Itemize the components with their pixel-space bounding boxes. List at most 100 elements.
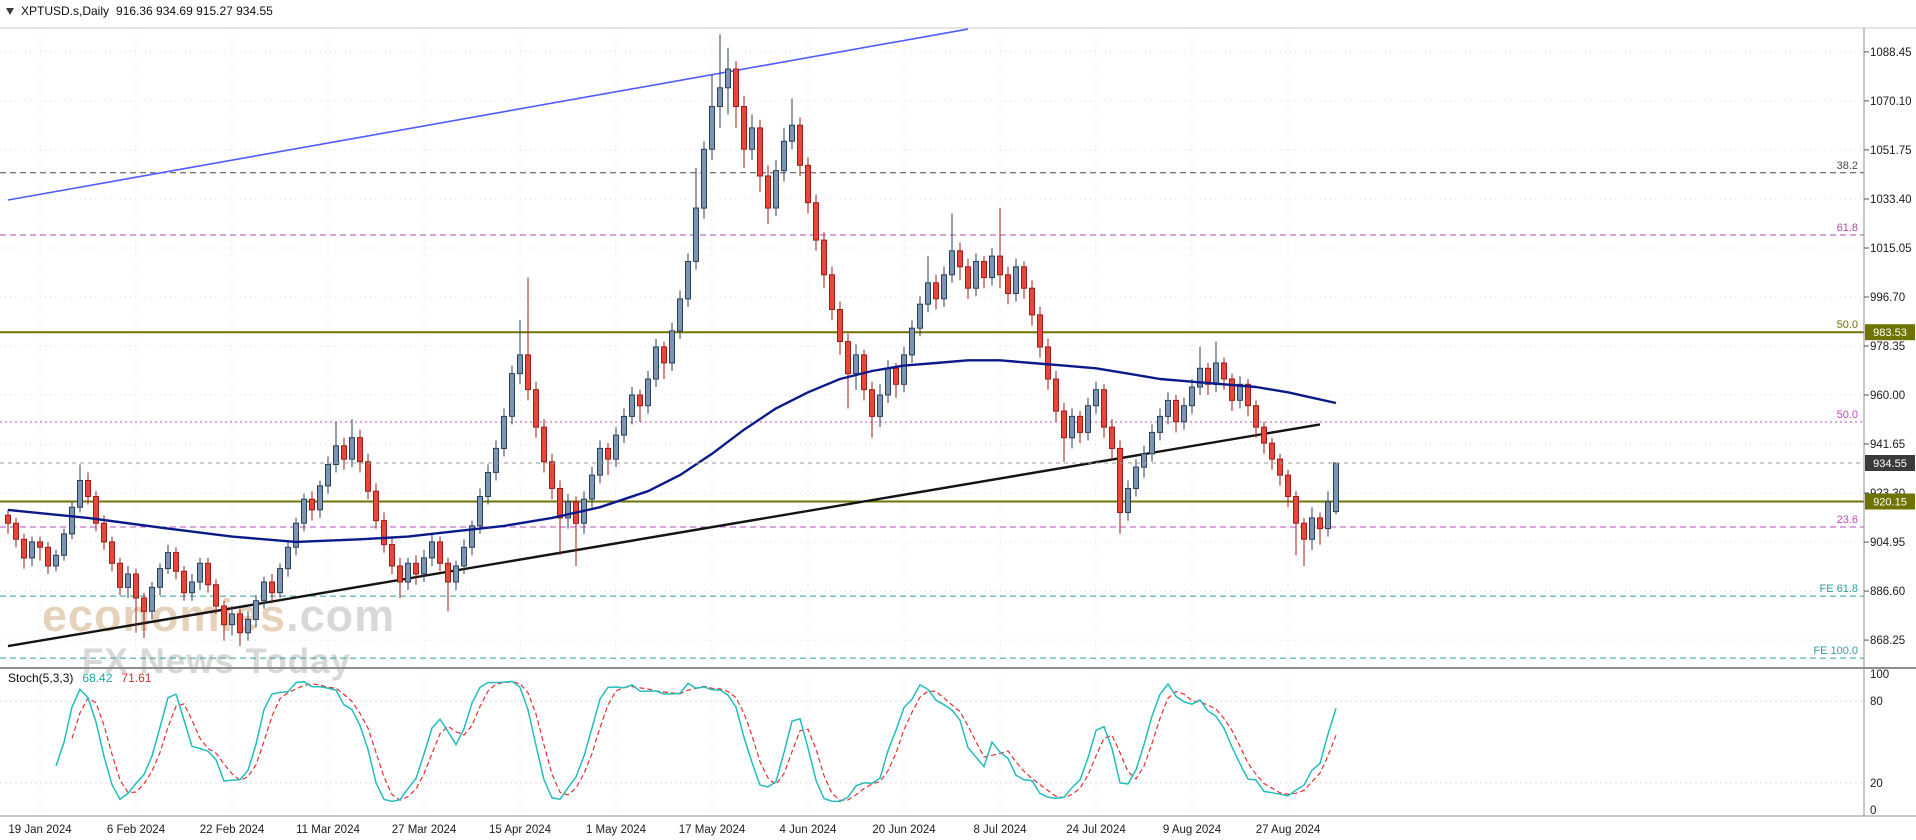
stoch-main-line (55, 680, 1337, 803)
price-tick-label: 1033.40 (1870, 194, 1912, 206)
candle-down (1221, 362, 1227, 380)
candle-up (1141, 453, 1147, 468)
candle-down (117, 562, 123, 588)
candle-up (509, 373, 515, 417)
level-price-badge (1865, 324, 1915, 341)
symbol-period-label: XPTUSD.s,Daily (21, 4, 110, 18)
candle-up (781, 140, 787, 172)
candle-down (981, 261, 987, 278)
price-tick-label: 996.70 (1870, 292, 1905, 304)
candle-up (197, 562, 203, 583)
candle-down (133, 573, 139, 599)
candle-down (893, 367, 899, 385)
price-tick-label: 978.35 (1870, 341, 1905, 353)
candle-up (877, 394, 883, 417)
candle-down (1045, 346, 1051, 380)
date-tick-label: 8 Jul 2024 (973, 824, 1027, 836)
candle-down (661, 346, 667, 364)
fib-level-label: 23.6 (1837, 514, 1858, 526)
candle-up (629, 394, 635, 417)
candle-up (709, 106, 715, 150)
trendline-support[interactable] (7, 423, 1321, 648)
ma-line[interactable] (7, 359, 1337, 544)
candle-up (1237, 383, 1243, 401)
date-tick-label: 17 May 2024 (679, 824, 746, 836)
moving-average (7, 359, 1337, 544)
candle-up (677, 298, 683, 332)
candle-up (613, 434, 619, 460)
candle-up (461, 546, 467, 567)
candle-down (933, 282, 939, 300)
candle-down (37, 541, 43, 548)
stoch-tick-label: 100 (1870, 669, 1889, 681)
ohlc-values: 916.36 934.69 915.27 934.55 (116, 4, 273, 18)
candle-up (1149, 431, 1155, 455)
stoch-tick-label: 0 (1870, 805, 1876, 817)
fib-level-label: 50.0 (1837, 409, 1858, 421)
candle-down (445, 562, 451, 583)
candle-up (1133, 466, 1139, 490)
date-tick-label: 22 Feb 2024 (200, 824, 265, 836)
candle-up (421, 557, 427, 575)
time-axis: 19 Jan 2024 6 Feb 2024 22 Feb 2024 11 Mar 2… (8, 824, 1321, 836)
grid (0, 27, 1916, 814)
candle-down (1117, 447, 1123, 513)
price-tick-label: 941.65 (1870, 439, 1905, 451)
candle-down (141, 597, 147, 612)
price-tick-label: 904.95 (1870, 537, 1905, 549)
candle-down (805, 164, 811, 204)
candle-down (413, 562, 419, 575)
candle-up (853, 354, 859, 375)
fib-level-label: FE 100.0 (1813, 645, 1858, 657)
candle-down (173, 552, 179, 572)
date-tick-label: 9 Aug 2024 (1163, 824, 1222, 836)
candle-down (1285, 474, 1291, 498)
candle-up (773, 170, 779, 209)
current-price-badge-label: 934.55 (1873, 458, 1907, 470)
candle-up (1181, 405, 1187, 423)
candle-up (61, 533, 67, 556)
watermark-brand-tld: .com (286, 590, 396, 641)
candle-down (365, 461, 371, 492)
level-price-badge (1865, 493, 1915, 510)
candle-up (1325, 501, 1331, 530)
fib-level-label: 38.2 (1837, 160, 1858, 172)
candle-down (1269, 442, 1275, 460)
candle-down (869, 389, 875, 417)
candle-up (325, 464, 331, 487)
candle-down (1173, 399, 1179, 423)
candle-down (765, 175, 771, 209)
chart-title: XPTUSD.s,Daily 916.36 934.69 915.27 934.… (6, 4, 273, 18)
price-tick-label: 1070.10 (1870, 96, 1912, 108)
candle-up (77, 480, 83, 508)
price-tick-label: 886.60 (1870, 586, 1905, 598)
candle-up (157, 568, 163, 588)
candle-down (381, 520, 387, 546)
candle-up (941, 274, 947, 300)
candle-down (437, 541, 443, 564)
candle-up (749, 127, 755, 150)
candle-up (909, 327, 915, 356)
candles (5, 34, 1339, 647)
candle-down (957, 250, 963, 268)
trendline-resistance[interactable] (7, 28, 969, 201)
current-price-badge (1865, 455, 1915, 471)
trendlines (7, 28, 1321, 648)
watermark-subtitle: FX News Today (82, 642, 352, 681)
candle-up (925, 282, 931, 305)
fib-level-label: 61.8 (1837, 222, 1858, 234)
candle-up (1333, 462, 1339, 513)
candle-up (301, 498, 307, 524)
candle-down (605, 447, 611, 460)
date-tick-label: 20 Jun 2024 (872, 824, 936, 836)
candle-up (29, 541, 35, 559)
candle-up (597, 447, 603, 476)
fib-level-label: 50.0 (1837, 319, 1858, 331)
candle-down (1101, 389, 1107, 428)
candle-up (69, 506, 75, 535)
candle-down (85, 480, 91, 497)
candle-up (589, 474, 595, 500)
candle-up (653, 346, 659, 380)
